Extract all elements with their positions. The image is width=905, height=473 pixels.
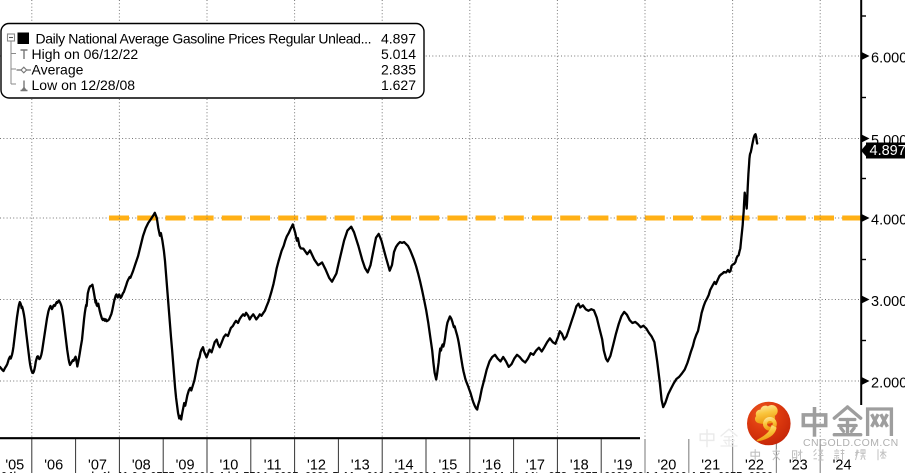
svg-text:.04¦: .04¦ (0, 471, 17, 473)
svg-text:'13: '13 (351, 458, 370, 473)
svg-text:CNGOLD.COM.CN: CNGOLD.COM.CN (803, 437, 899, 449)
svg-text:2.835: 2.835 (381, 62, 416, 78)
svg-text:'14: '14 (395, 458, 414, 473)
svg-text:1.627: 1.627 (381, 77, 416, 93)
svg-text:2.000: 2.000 (871, 375, 905, 391)
svg-text:Daily National Average Gasolin: Daily National Average Gasoline Prices R… (36, 31, 372, 47)
svg-text:4.897: 4.897 (381, 31, 416, 47)
svg-text:5.014: 5.014 (381, 46, 416, 62)
svg-text:4.897: 4.897 (870, 143, 905, 159)
svg-text:'11: '11 (264, 458, 282, 473)
svg-text:3.000: 3.000 (871, 294, 905, 310)
svg-text:Average: Average (32, 62, 84, 78)
svg-text:6.000: 6.000 (871, 50, 905, 66)
svg-text:'22: '22 (745, 458, 764, 473)
svg-text:Low on 12/28/08: Low on 12/28/08 (32, 77, 136, 93)
svg-text:'17: '17 (526, 458, 545, 473)
svg-text:'07: '07 (88, 458, 107, 473)
svg-text:'15: '15 (438, 458, 457, 473)
svg-text:'05: '05 (5, 458, 24, 473)
svg-text:'23: '23 (789, 458, 808, 473)
svg-text:'12: '12 (307, 458, 326, 473)
svg-text:'06: '06 (44, 458, 63, 473)
svg-text:'19: '19 (614, 458, 633, 473)
svg-text:'21: '21 (701, 458, 720, 473)
svg-text:'20: '20 (657, 458, 676, 473)
svg-text:d. 4k 41.0 0.0777 .0000 2 4d 1: d. 4k 41.0 0.0777 .0000 2 4d 1.7714 .000… (88, 471, 773, 473)
svg-text:'18: '18 (570, 458, 589, 473)
svg-text:High on 06/12/22: High on 06/12/22 (32, 46, 139, 62)
svg-text:4.000: 4.000 (871, 212, 905, 228)
svg-text:'08: '08 (132, 458, 151, 473)
svg-text:'16: '16 (482, 458, 501, 473)
svg-text:'09: '09 (176, 458, 195, 473)
svg-text:'10: '10 (219, 458, 238, 473)
svg-text:'24: '24 (833, 458, 852, 473)
